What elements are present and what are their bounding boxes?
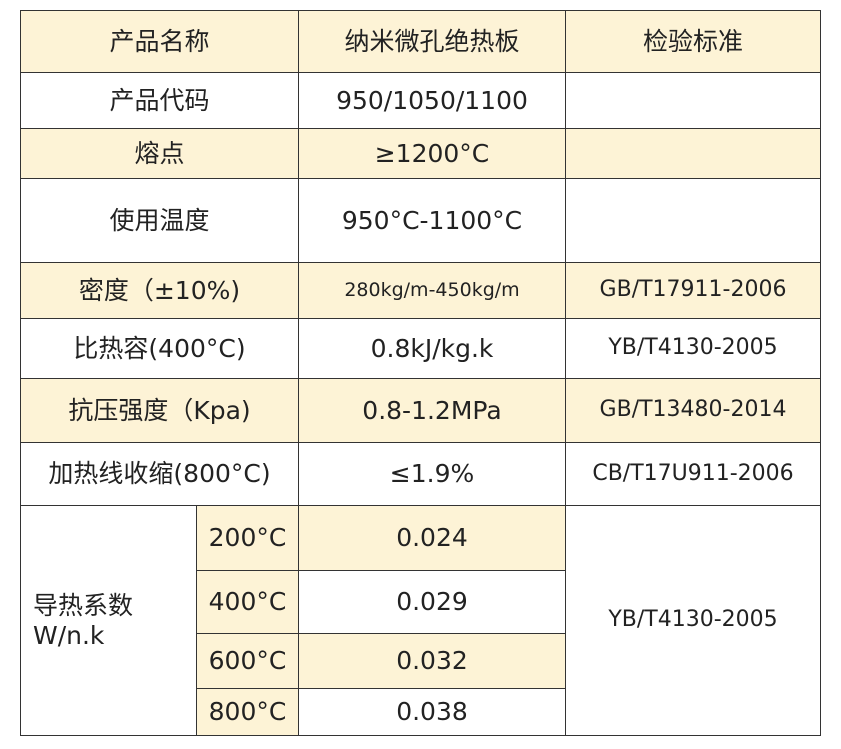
row-label: 比热容(400°C) — [20, 318, 299, 379]
row-label: 熔点 — [20, 128, 299, 179]
row-value: ≤1.9% — [298, 442, 566, 506]
conductivity-label: 导热系数 W/n.k — [20, 505, 197, 736]
row-value — [565, 72, 821, 129]
conductivity-standard: YB/T4130-2005 — [565, 505, 821, 736]
row-label: 抗压强度（Kpa) — [20, 378, 299, 443]
row-value: ≥1200°C — [298, 128, 566, 179]
header-cell: 产品名称 — [20, 10, 299, 73]
row-value — [565, 128, 821, 179]
row-label: 加热线收缩(800°C) — [20, 442, 299, 506]
header-cell: 纳米微孔绝热板 — [298, 10, 566, 73]
header-cell: 检验标准 — [565, 10, 821, 73]
row-label: 使用温度 — [20, 178, 299, 263]
row-label: 密度（±10%) — [20, 262, 299, 319]
row-value: 950°C-1100°C — [298, 178, 566, 263]
row-value: 280kg/m-450kg/m — [298, 262, 566, 319]
row-value: 950/1050/1100 — [298, 72, 566, 129]
row-value: GB/T17911-2006 — [565, 262, 821, 319]
conductivity-value: 0.038 — [298, 688, 566, 736]
temperature: 400°C — [196, 570, 299, 634]
conductivity-value: 0.029 — [298, 570, 566, 634]
row-value: GB/T13480-2014 — [565, 378, 821, 443]
row-value: YB/T4130-2005 — [565, 318, 821, 379]
row-value: 0.8-1.2MPa — [298, 378, 566, 443]
temperature: 600°C — [196, 633, 299, 689]
conductivity-value: 0.024 — [298, 505, 566, 571]
label-line: W/n.k — [33, 620, 105, 650]
label-line: 导热系数 — [33, 590, 134, 620]
row-value: CB/T17U911-2006 — [565, 442, 821, 506]
row-label: 产品代码 — [20, 72, 299, 129]
temperature: 200°C — [196, 505, 299, 571]
temperature: 800°C — [196, 688, 299, 736]
row-value — [565, 178, 821, 263]
conductivity-value: 0.032 — [298, 633, 566, 689]
row-value: 0.8kJ/kg.k — [298, 318, 566, 379]
